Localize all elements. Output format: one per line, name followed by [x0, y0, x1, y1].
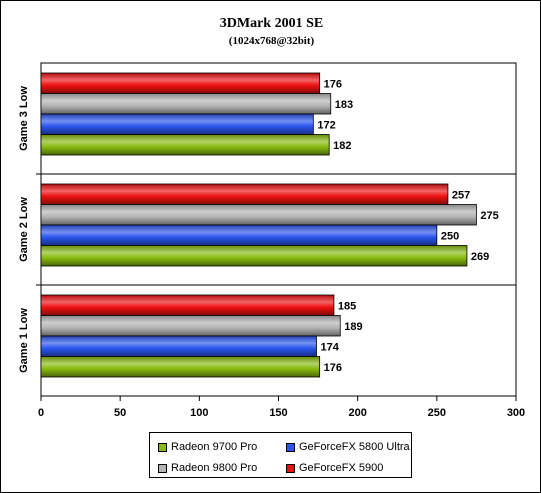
legend-swatch	[158, 463, 167, 473]
data-label: 185	[338, 300, 356, 312]
x-tick-label: 0	[38, 407, 44, 419]
legend-label: Radeon 9800 Pro	[171, 462, 258, 474]
bar	[40, 245, 468, 267]
bar	[40, 113, 314, 135]
legend-label: Radeon 9700 Pro	[171, 441, 258, 453]
data-label: 275	[480, 210, 498, 222]
category-label: Game 2 Low	[18, 197, 30, 262]
x-tick-label: 50	[114, 407, 126, 419]
bar	[40, 294, 335, 316]
legend-swatch	[286, 442, 295, 452]
category-label: Game 3 Low	[18, 86, 30, 151]
legend-label: GeForceFX 5800 Ultra	[299, 441, 410, 453]
x-tick-label: 300	[507, 407, 525, 419]
x-tick-label: 200	[348, 407, 366, 419]
bar	[40, 72, 321, 94]
data-label: 172	[317, 119, 335, 131]
legend-swatch	[158, 442, 167, 452]
data-label: 176	[324, 78, 342, 90]
category-label: Game 1 Low	[18, 308, 30, 373]
chart-subtitle: (1024x768@32bit)	[228, 35, 315, 47]
x-tick-label: 100	[190, 407, 208, 419]
legend-item-geforcefx-5800-ultra: GeForceFX 5800 Ultra	[286, 441, 410, 453]
x-tick-label: 150	[269, 407, 287, 419]
data-label: 189	[344, 321, 362, 333]
legend-swatch	[286, 463, 295, 473]
legend-item-geforcefx-5900: GeForceFX 5900	[286, 462, 383, 474]
legend-label: GeForceFX 5900	[299, 462, 384, 474]
bar	[40, 134, 330, 156]
legend-item-radeon-9800-pro: Radeon 9800 Pro	[158, 462, 257, 474]
bar	[40, 356, 321, 378]
data-label: 182	[333, 140, 351, 152]
bar	[40, 315, 341, 337]
data-label: 176	[324, 362, 342, 374]
data-label: 183	[335, 99, 353, 111]
x-tick-label: 250	[428, 407, 446, 419]
data-label: 174	[321, 341, 340, 353]
legend-item-radeon-9700-pro: Radeon 9700 Pro	[158, 441, 257, 453]
bar	[40, 204, 477, 226]
bar	[40, 93, 332, 115]
data-label: 250	[441, 230, 459, 242]
bar	[40, 183, 449, 205]
data-label: 257	[452, 189, 470, 201]
data-label: 269	[471, 251, 489, 263]
chart-title: 3DMark 2001 SE	[219, 16, 324, 31]
legend: Radeon 9700 Pro GeForceFX 5800 Ultra Rad…	[149, 432, 412, 478]
bar	[40, 335, 317, 357]
bar	[40, 224, 438, 246]
